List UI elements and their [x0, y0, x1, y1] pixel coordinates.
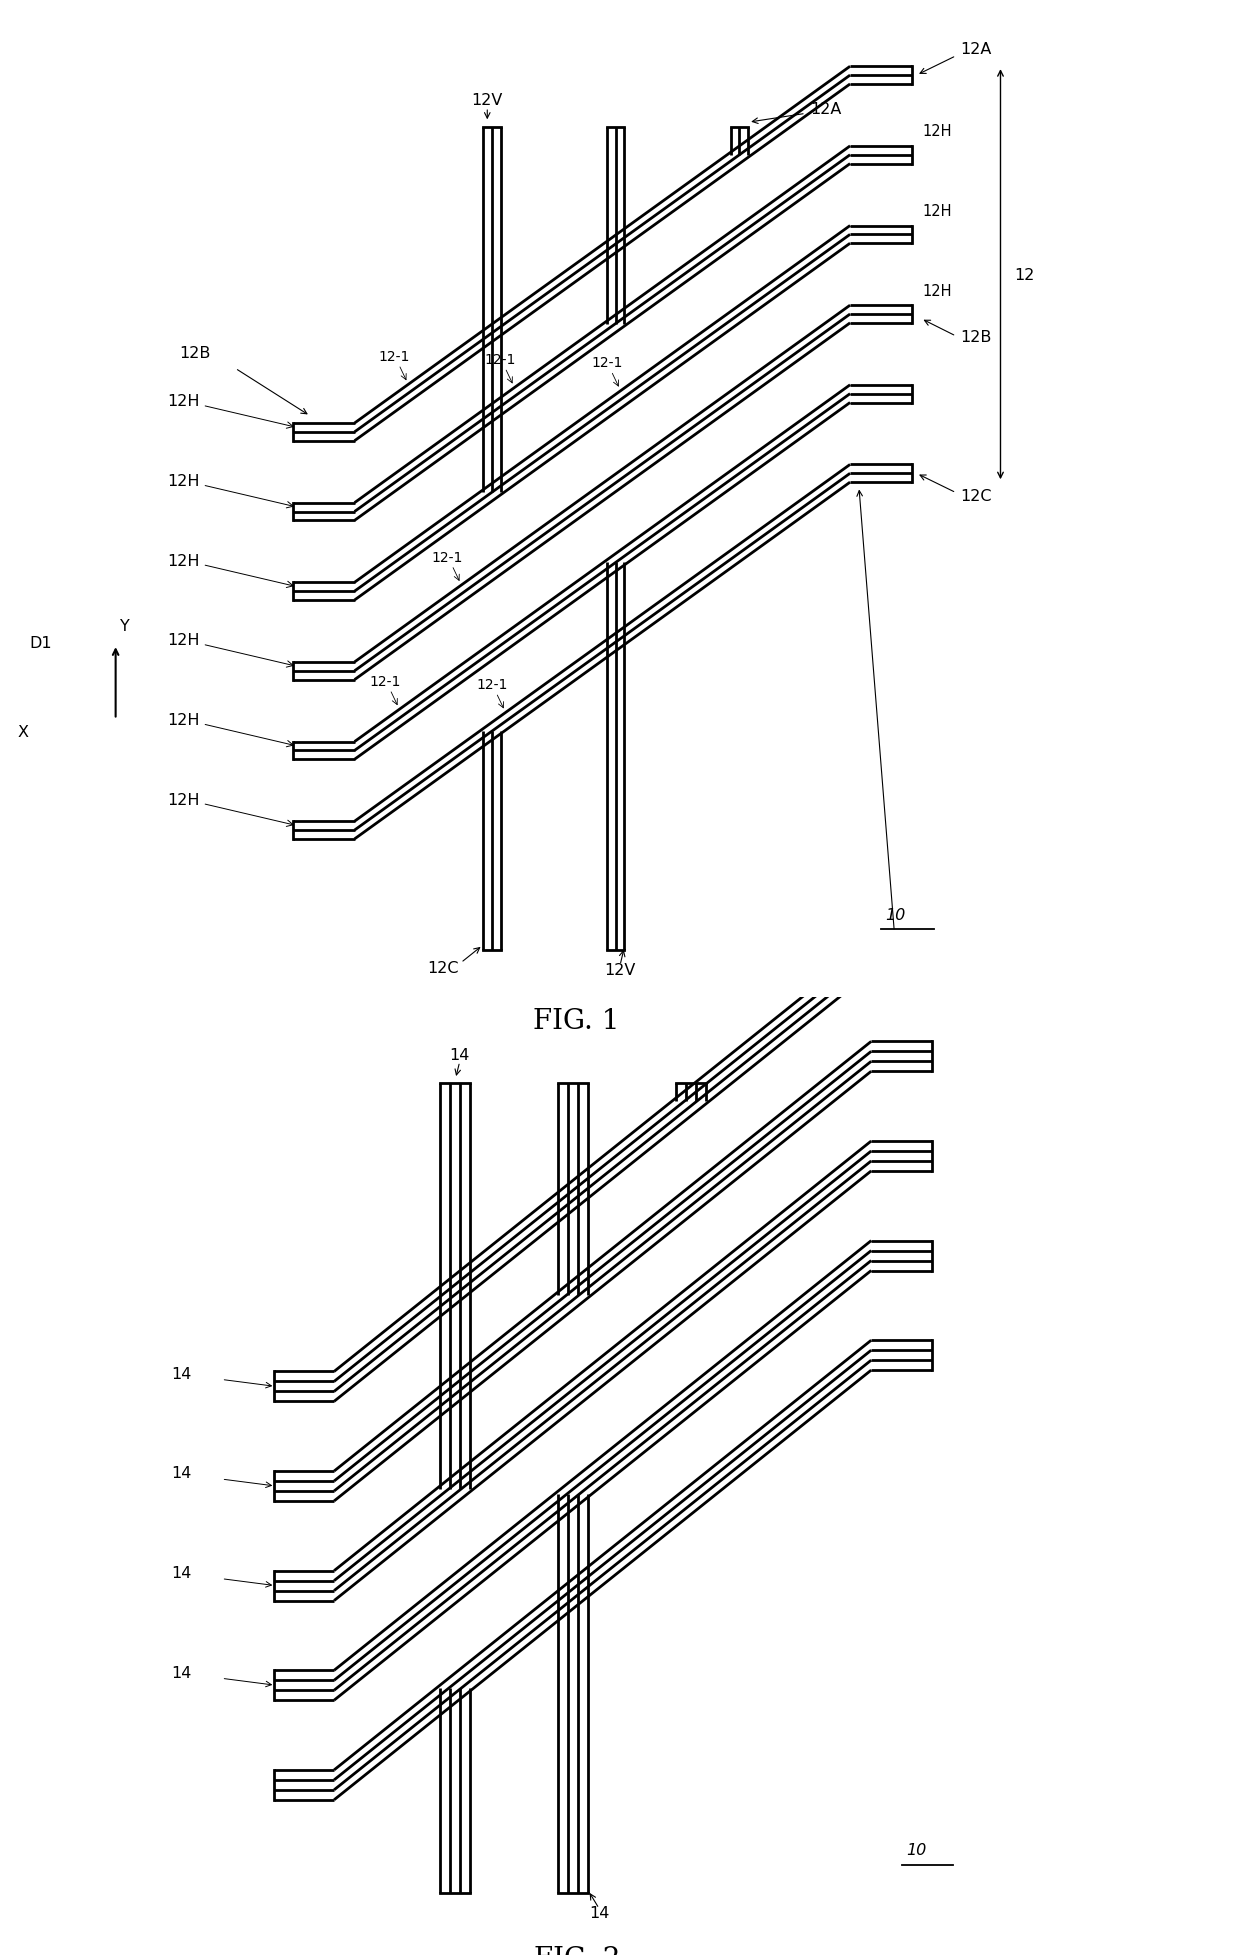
Text: 12-1: 12-1	[432, 551, 464, 565]
Text: 12H: 12H	[923, 203, 952, 219]
Text: 12H: 12H	[923, 283, 952, 299]
Text: 14: 14	[171, 1566, 191, 1580]
Text: 14: 14	[589, 1906, 609, 1920]
Text: 10: 10	[906, 1842, 926, 1857]
Text: 12C: 12C	[961, 489, 992, 504]
Text: 12B: 12B	[961, 328, 992, 344]
Text: 12H: 12H	[167, 792, 294, 827]
Text: 10: 10	[885, 907, 905, 923]
Text: FIG. 1: FIG. 1	[532, 1007, 619, 1034]
Text: 14: 14	[171, 1466, 191, 1480]
Text: 12-1: 12-1	[370, 674, 402, 688]
Text: 12H: 12H	[167, 712, 294, 747]
Text: 12-1: 12-1	[378, 350, 410, 364]
Text: Y: Y	[120, 618, 130, 633]
Text: 12A: 12A	[961, 41, 992, 57]
Text: 12H: 12H	[923, 125, 952, 139]
Text: 12-1: 12-1	[591, 356, 622, 369]
Text: 12H: 12H	[167, 553, 294, 588]
Text: 12: 12	[1014, 268, 1034, 283]
Text: 12V: 12V	[471, 94, 503, 108]
Text: FIG. 2: FIG. 2	[533, 1945, 620, 1955]
Text: 12H: 12H	[167, 633, 294, 669]
Text: 14: 14	[171, 1367, 191, 1380]
Text: 12H: 12H	[167, 473, 294, 508]
Text: D1: D1	[30, 635, 52, 651]
Text: 12H: 12H	[167, 395, 294, 428]
Text: 14: 14	[450, 1048, 470, 1062]
Text: 12-1: 12-1	[485, 354, 516, 368]
Text: 12-1: 12-1	[476, 678, 507, 692]
Text: X: X	[17, 725, 29, 739]
Text: 12B: 12B	[180, 346, 211, 360]
Text: 12C: 12C	[428, 960, 459, 976]
Text: 14: 14	[171, 1666, 191, 1679]
Text: 12V: 12V	[604, 962, 636, 978]
Text: 12A: 12A	[810, 102, 842, 117]
